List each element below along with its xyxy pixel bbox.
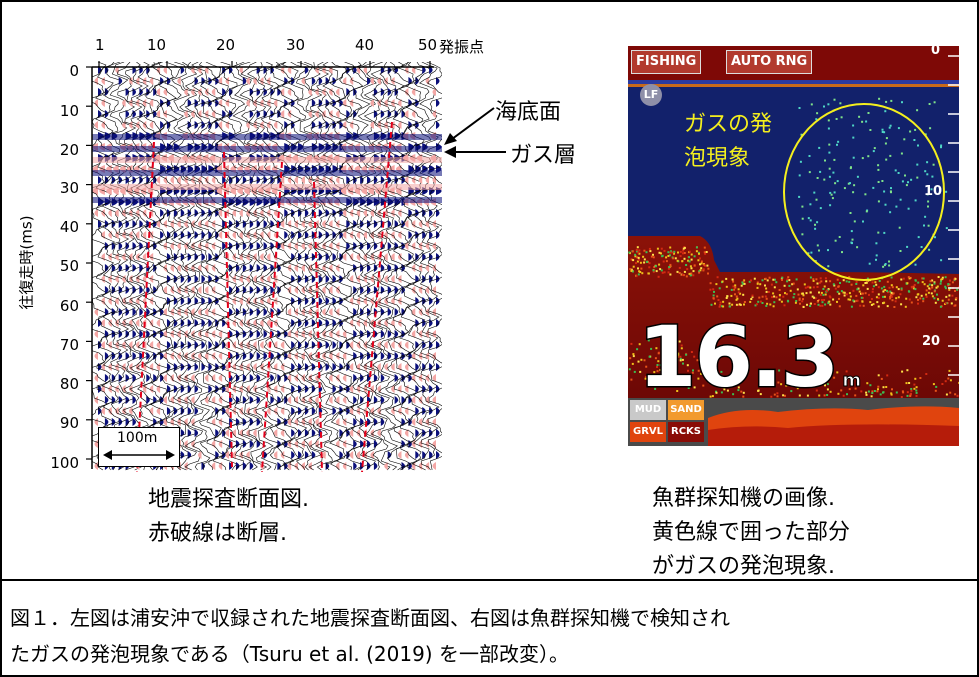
bottom-type-gravel: GRVL <box>630 422 666 442</box>
bottom-type-mud: MUD <box>630 400 666 420</box>
y-tick-label: 100 <box>50 454 79 472</box>
depth-scale-label: 0 <box>931 46 941 58</box>
y-tick-label: 30 <box>59 179 79 197</box>
figure-caption: 図１．左図は浦安沖で収録された地震探査断面図、右図は魚群探知機で検知され たガス… <box>10 606 730 666</box>
bottom-type-sand: SAND <box>668 400 704 420</box>
auto-range-label: AUTO RNG <box>726 50 813 74</box>
x-tick-label: 1 <box>95 36 105 54</box>
gas-layer-label: ガス層 <box>510 143 577 168</box>
y-axis-label: 往復走時(ms) <box>17 214 36 310</box>
frequency-badge: LF <box>640 84 662 106</box>
x-tick-label: 50 <box>418 36 438 54</box>
bottom-type-rocks: RCKS <box>668 422 704 442</box>
seismic-section: 1 10 20 30 40 50 発振点 0 10 20 30 40 50 60… <box>2 2 602 562</box>
y-tick-label: 10 <box>59 102 79 120</box>
depth-scale-label: 10 <box>924 184 943 199</box>
scale-bar: 100m <box>98 427 180 467</box>
fishing-mode-label: FISHING <box>631 50 702 74</box>
x-axis-unit: 発振点 <box>439 38 485 56</box>
annotation-arrows <box>444 107 506 158</box>
scale-bar-label: 100m <box>117 430 158 446</box>
caption-divider <box>2 579 977 581</box>
y-tick-label: 90 <box>59 414 79 432</box>
y-tick-label: 20 <box>59 141 79 159</box>
x-tick-label: 40 <box>355 36 375 54</box>
seismic-axes <box>86 61 434 469</box>
x-tick-label: 30 <box>286 36 306 54</box>
y-tick-label: 80 <box>59 375 79 393</box>
fishfinder-caption: 魚群探知機の画像. 黄色線で囲った部分 がガスの発泡現象. <box>652 486 851 579</box>
y-tick-label: 70 <box>59 336 79 354</box>
y-tick-label: 50 <box>59 257 79 275</box>
x-tick-label: 10 <box>147 36 167 54</box>
bottom-type-legend: MUD SAND GRVL RCKS <box>630 400 706 444</box>
y-tick-label: 40 <box>59 218 79 236</box>
depth-scale-label: 20 <box>922 334 941 349</box>
y-tick-label: 0 <box>69 62 79 80</box>
x-tick-label: 20 <box>216 36 236 54</box>
fishfinder-screen: FISHING AUTO RNG LF 0 10 20 ガスの発 泡現象 16.… <box>628 46 959 446</box>
seismic-caption: 地震探査断面図. 赤破線は断層. <box>148 487 309 546</box>
gas-bubbling-label: ガスの発 泡現象 <box>684 112 773 171</box>
seafloor-label: 海底面 <box>495 100 562 125</box>
depth-readout: 16.3 m <box>636 307 862 408</box>
y-tick-label: 60 <box>59 297 79 315</box>
